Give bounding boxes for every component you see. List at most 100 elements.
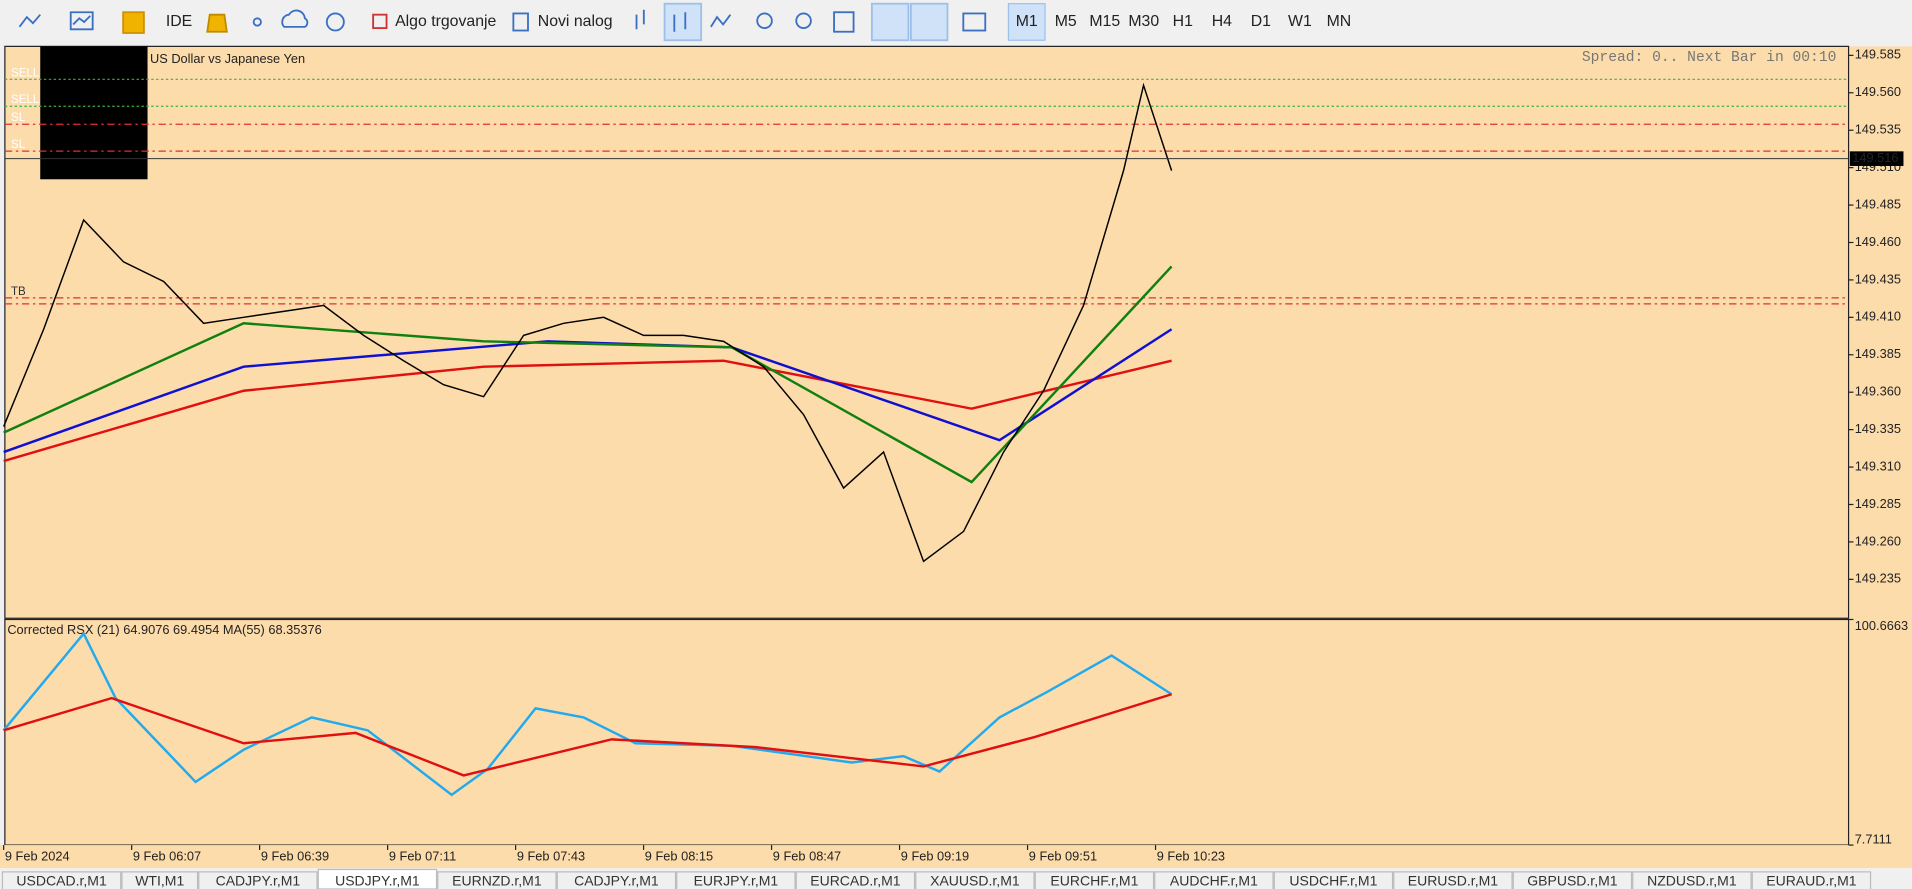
tab[interactable] bbox=[1632, 871, 1752, 889]
symbol-description: US Dollar vs Japanese Yen bbox=[150, 51, 305, 66]
chart-type-icons[interactable] bbox=[635, 9, 732, 32]
price-axis bbox=[1849, 46, 1912, 846]
market-icon[interactable] bbox=[206, 13, 228, 33]
tab-label[interactable]: EURUSD.r,M1 bbox=[1408, 872, 1499, 888]
timeframe-button[interactable]: M15 bbox=[1089, 13, 1120, 30]
toolbar-button[interactable]: Novi nalog bbox=[538, 13, 613, 30]
current-price-label: 149.516 bbox=[1852, 150, 1898, 165]
time-tick-label: 9 Feb 09:51 bbox=[1029, 849, 1097, 864]
price-tick-label: 149.285 bbox=[1855, 496, 1901, 511]
tab[interactable] bbox=[915, 871, 1035, 889]
trade-panel bbox=[40, 46, 148, 180]
timeframe-button[interactable]: W1 bbox=[1288, 13, 1312, 30]
level-label: SL bbox=[11, 112, 26, 124]
tab[interactable] bbox=[556, 871, 677, 889]
moving-average bbox=[3, 265, 1173, 484]
indicator-pane bbox=[4, 618, 1850, 846]
tab[interactable] bbox=[1512, 871, 1633, 889]
tab[interactable] bbox=[676, 871, 796, 889]
spread-info: Spread: 0.. Next Bar in 00:10 bbox=[1582, 50, 1837, 66]
tab-label[interactable]: USDCAD.r,M1 bbox=[16, 872, 107, 888]
time-tick-label: 9 Feb 06:07 bbox=[133, 849, 201, 864]
price-tick-label: 149.385 bbox=[1855, 346, 1901, 361]
tab[interactable] bbox=[1, 871, 122, 889]
tab[interactable] bbox=[1393, 871, 1513, 889]
price-tick-label: 149.335 bbox=[1855, 421, 1901, 436]
timeframe-button[interactable]: M30 bbox=[1128, 13, 1159, 30]
price-tick-label: 149.360 bbox=[1855, 384, 1901, 399]
price-tick-label: 149.460 bbox=[1855, 234, 1901, 249]
tab-label[interactable]: EURCHF.r,M1 bbox=[1050, 872, 1138, 888]
timeframe-button[interactable]: MN bbox=[1327, 13, 1352, 30]
candles-active[interactable] bbox=[663, 2, 703, 42]
level-label: SELL bbox=[11, 94, 40, 106]
tab-label[interactable]: XAUUSD.r,M1 bbox=[930, 872, 1020, 888]
price-tick-label: 149.485 bbox=[1855, 196, 1901, 211]
price-tick-label: 149.235 bbox=[1855, 571, 1901, 586]
time-axis bbox=[0, 845, 1912, 869]
timeframe-button[interactable]: H1 bbox=[1173, 13, 1193, 30]
tab[interactable] bbox=[1154, 871, 1274, 889]
tab-label[interactable]: EURAUD.r,M1 bbox=[1766, 872, 1857, 888]
tab[interactable] bbox=[437, 871, 557, 889]
order-icon[interactable] bbox=[512, 12, 529, 32]
tab[interactable] bbox=[198, 871, 318, 889]
tab-label[interactable]: CADJPY.r,M1 bbox=[216, 872, 301, 888]
timeframe-active[interactable] bbox=[1007, 3, 1046, 41]
timeframe-button[interactable]: H4 bbox=[1212, 13, 1232, 30]
indicator-line bbox=[2, 631, 1173, 797]
tab-label[interactable]: WTI,M1 bbox=[135, 872, 184, 888]
tab-label[interactable]: AUDCHF.r,M1 bbox=[1170, 872, 1258, 888]
tile-icon[interactable] bbox=[833, 11, 855, 33]
tab-label[interactable]: GBPUSD.r,M1 bbox=[1527, 872, 1618, 888]
tab[interactable] bbox=[1273, 871, 1394, 889]
tab-label[interactable]: EURNZD.r,M1 bbox=[452, 872, 542, 888]
autoscroll-active[interactable] bbox=[870, 2, 910, 42]
tab-label[interactable]: EURJPY.r,M1 bbox=[694, 872, 779, 888]
tab-label[interactable]: USDJPY.r,M1 bbox=[335, 872, 420, 888]
indicator-tick-label: 100.6663 bbox=[1855, 618, 1908, 633]
tab-label[interactable]: NZDUSD.r,M1 bbox=[1647, 872, 1737, 888]
algo-icon[interactable] bbox=[372, 13, 388, 29]
price-tick-label: 149.585 bbox=[1855, 47, 1901, 62]
price-tick-label: 149.310 bbox=[1855, 458, 1901, 473]
tab-label[interactable]: USDCHF.r,M1 bbox=[1289, 872, 1377, 888]
tab[interactable] bbox=[1034, 871, 1155, 889]
time-tick-label: 9 Feb 10:23 bbox=[1157, 849, 1225, 864]
community-icon[interactable] bbox=[325, 12, 345, 32]
vps-icon[interactable] bbox=[281, 9, 309, 28]
tab[interactable] bbox=[121, 871, 199, 889]
timeframe-button[interactable]: M1 bbox=[1016, 13, 1038, 30]
tab[interactable] bbox=[1751, 871, 1872, 889]
indicator-title: Corrected RSX (21) 64.9076 69.4954 MA(55… bbox=[7, 622, 321, 637]
toolbar-button[interactable]: Algo trgovanje bbox=[395, 13, 496, 30]
tab-label[interactable]: CADJPY.r,M1 bbox=[574, 872, 659, 888]
price-tick-label: 149.560 bbox=[1855, 84, 1901, 99]
tab-label[interactable]: EURCAD.r,M1 bbox=[810, 872, 901, 888]
indicator-tick-label: 7.7111 bbox=[1855, 832, 1892, 847]
line-chart-icon[interactable] bbox=[18, 14, 41, 28]
indicator-line bbox=[3, 693, 1172, 777]
timeframe-button[interactable]: M5 bbox=[1055, 13, 1077, 30]
time-tick-label: 9 Feb 07:43 bbox=[517, 849, 585, 864]
timeframe-button[interactable]: D1 bbox=[1251, 13, 1271, 30]
toolbar-button[interactable]: IDE bbox=[166, 13, 192, 30]
tab[interactable] bbox=[795, 871, 916, 889]
zoom-out-icon[interactable] bbox=[795, 12, 812, 29]
shift-active[interactable] bbox=[909, 2, 949, 42]
toolbar-icons bbox=[18, 2, 987, 42]
time-tick-label: 9 Feb 08:15 bbox=[645, 849, 713, 864]
time-tick-label: 9 Feb 08:47 bbox=[773, 849, 841, 864]
zoom-in-icon[interactable] bbox=[756, 12, 773, 29]
price-tick-label: 149.410 bbox=[1855, 309, 1901, 324]
screenshot-icon[interactable] bbox=[962, 12, 987, 32]
price-pane bbox=[4, 45, 1850, 619]
price-tick-label: 149.535 bbox=[1855, 122, 1901, 137]
moving-average bbox=[3, 359, 1172, 463]
indicators-icon[interactable] bbox=[69, 11, 94, 31]
time-tick-label: 9 Feb 06:39 bbox=[261, 849, 329, 864]
signal-icon[interactable] bbox=[252, 17, 262, 27]
signals-icon[interactable] bbox=[122, 11, 145, 34]
